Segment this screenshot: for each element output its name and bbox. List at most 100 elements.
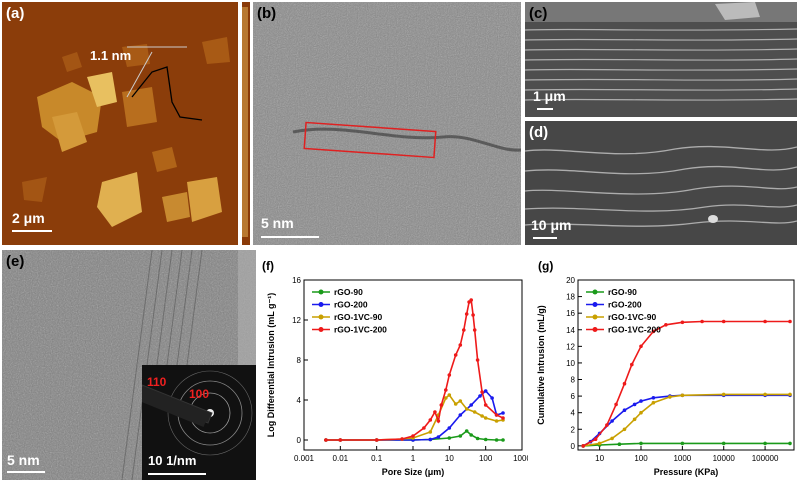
data-point-rGO-1VC-200 <box>630 362 634 367</box>
data-point-rGO-1VC-90 <box>447 393 452 397</box>
data-point-rGO-1VC-90 <box>651 400 656 405</box>
data-point-rGO-90 <box>639 441 643 446</box>
data-point-rGO-1VC-200 <box>763 319 767 324</box>
afm-height-annotation: 1.1 nm <box>90 48 132 63</box>
y-tick-label: 8 <box>297 356 302 365</box>
scale-bar-a <box>12 230 52 232</box>
legend-label-rGO-1VC-90: rGO-1VC-90 <box>334 312 382 322</box>
x-tick-label: 100 <box>479 454 493 463</box>
x-axis-label: Pressure (KPa) <box>654 467 719 477</box>
panel-label-b: (b) <box>257 5 277 22</box>
data-point-rGO-1VC-200 <box>439 403 444 407</box>
data-point-rGO-1VC-200 <box>324 438 328 442</box>
data-point-rGO-1VC-200 <box>593 437 598 441</box>
data-point-rGO-1VC-200 <box>483 403 488 407</box>
data-point-rGO-1VC-90 <box>632 417 637 422</box>
x-tick-label: 1000 <box>513 454 528 463</box>
y-tick-label: 10 <box>566 359 575 368</box>
scale-bar-e <box>7 471 45 473</box>
data-point-rGO-1VC-90 <box>483 416 488 420</box>
data-point-rGO-1VC-200 <box>472 328 477 332</box>
data-point-rGO-1VC-90 <box>668 395 672 399</box>
data-point-rGO-1VC-200 <box>436 419 441 423</box>
panel-label-a: (a) <box>6 5 25 22</box>
data-point-rGO-1VC-200 <box>639 344 643 349</box>
y-tick-label: 12 <box>566 342 575 351</box>
series-line-rGO-90 <box>583 442 790 447</box>
legend-marker-rGO-1VC-200 <box>318 327 324 332</box>
saed-pattern <box>136 370 253 456</box>
data-point-rGO-1VC-90 <box>639 410 643 415</box>
data-point-rGO-1VC-200 <box>581 444 585 448</box>
y-axis-label: Log Differential Intrusion (mL g⁻¹) <box>266 293 276 438</box>
data-point-rGO-1VC-200 <box>422 426 426 430</box>
data-point-rGO-200 <box>639 399 643 403</box>
data-point-rGO-1VC-200 <box>411 434 415 438</box>
series-line-rGO-200 <box>582 394 790 447</box>
data-point-rGO-90 <box>617 442 622 446</box>
legend-marker-rGO-1VC-90 <box>318 314 324 320</box>
series-line-rGO-1VC-90 <box>583 393 790 447</box>
data-point-rGO-90 <box>501 438 505 442</box>
data-point-rGO-1VC-90 <box>788 392 792 397</box>
panel-b-tem-image: (b) 5 nm <box>253 2 521 245</box>
saed-spot-110: 110 <box>147 375 167 389</box>
x-tick-label: 0.1 <box>371 454 383 463</box>
legend-marker-rGO-90 <box>318 289 324 295</box>
scale-bar-c <box>537 108 553 110</box>
data-point-rGO-1VC-90 <box>763 392 767 397</box>
data-point-rGO-1VC-200 <box>464 312 469 316</box>
data-point-rGO-1VC-90 <box>622 427 627 432</box>
y-tick-label: 20 <box>566 276 575 285</box>
y-tick-label: 16 <box>566 309 575 318</box>
data-point-rGO-200 <box>610 419 614 423</box>
legend-label-rGO-200: rGO-200 <box>608 300 642 310</box>
series-line-rGO-1VC-200 <box>582 320 790 447</box>
scale-bar-label-c: 1 μm <box>533 88 566 104</box>
chart-panel-label: (g) <box>538 259 553 273</box>
y-tick-label: 0 <box>571 442 576 451</box>
data-point-rGO-90 <box>469 433 473 437</box>
y-tick-label: 18 <box>566 293 575 302</box>
data-point-rGO-1VC-200 <box>494 413 499 417</box>
saed-spot-100: 100 <box>189 387 210 401</box>
data-point-rGO-1VC-200 <box>614 402 618 407</box>
data-point-rGO-1VC-90 <box>453 402 458 406</box>
data-point-rGO-1VC-90 <box>428 430 433 434</box>
data-point-rGO-1VC-200 <box>428 418 433 422</box>
data-point-rGO-200 <box>632 402 637 407</box>
data-point-rGO-200 <box>622 408 627 412</box>
data-point-rGO-1VC-90 <box>444 396 448 400</box>
data-point-rGO-1VC-200 <box>501 416 505 420</box>
data-point-rGO-200 <box>490 396 494 400</box>
chart-panel-label: (f) <box>262 259 274 273</box>
data-point-rGO-1VC-200 <box>680 320 685 325</box>
legend-marker-rGO-90 <box>592 289 598 295</box>
data-point-rGO-200 <box>651 396 656 400</box>
data-point-rGO-1VC-200 <box>788 319 792 324</box>
data-point-rGO-1VC-200 <box>480 390 484 394</box>
legend-marker-rGO-1VC-200 <box>592 327 598 332</box>
plot-frame <box>577 279 795 451</box>
x-tick-label: 10000 <box>713 454 736 463</box>
data-point-rGO-90 <box>464 429 469 433</box>
x-tick-label: 100000 <box>752 454 779 463</box>
tem-texture-b <box>253 2 521 245</box>
y-tick-label: 16 <box>292 276 301 285</box>
data-point-rGO-1VC-200 <box>664 323 668 327</box>
series-line-rGO-200 <box>325 389 504 441</box>
data-point-rGO-1VC-200 <box>651 329 656 334</box>
panel-c-sem-image: (c) 1 μm <box>525 2 797 117</box>
legend-marker-rGO-200 <box>592 302 598 307</box>
x-tick-label: 10 <box>595 454 604 463</box>
panel-label-c: (c) <box>529 5 548 22</box>
data-point-rGO-200 <box>436 435 441 439</box>
data-point-rGO-1VC-200 <box>462 328 466 332</box>
data-point-rGO-1VC-200 <box>453 353 458 357</box>
saed-inset: 110 100 10 1/nm <box>136 365 256 480</box>
data-point-rGO-200 <box>478 394 482 398</box>
y-axis-label: Cumulative Intrusion (mL/g) <box>536 305 546 425</box>
data-point-rGO-1VC-200 <box>622 381 627 386</box>
data-point-rGO-90 <box>483 437 488 442</box>
sem-layers-d <box>525 121 797 245</box>
